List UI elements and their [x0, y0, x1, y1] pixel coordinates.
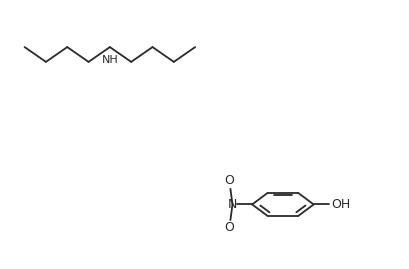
Text: O: O	[223, 175, 233, 187]
Text: O: O	[223, 221, 233, 234]
Text: NH: NH	[101, 55, 118, 65]
Text: OH: OH	[330, 198, 349, 211]
Text: N: N	[227, 198, 236, 211]
